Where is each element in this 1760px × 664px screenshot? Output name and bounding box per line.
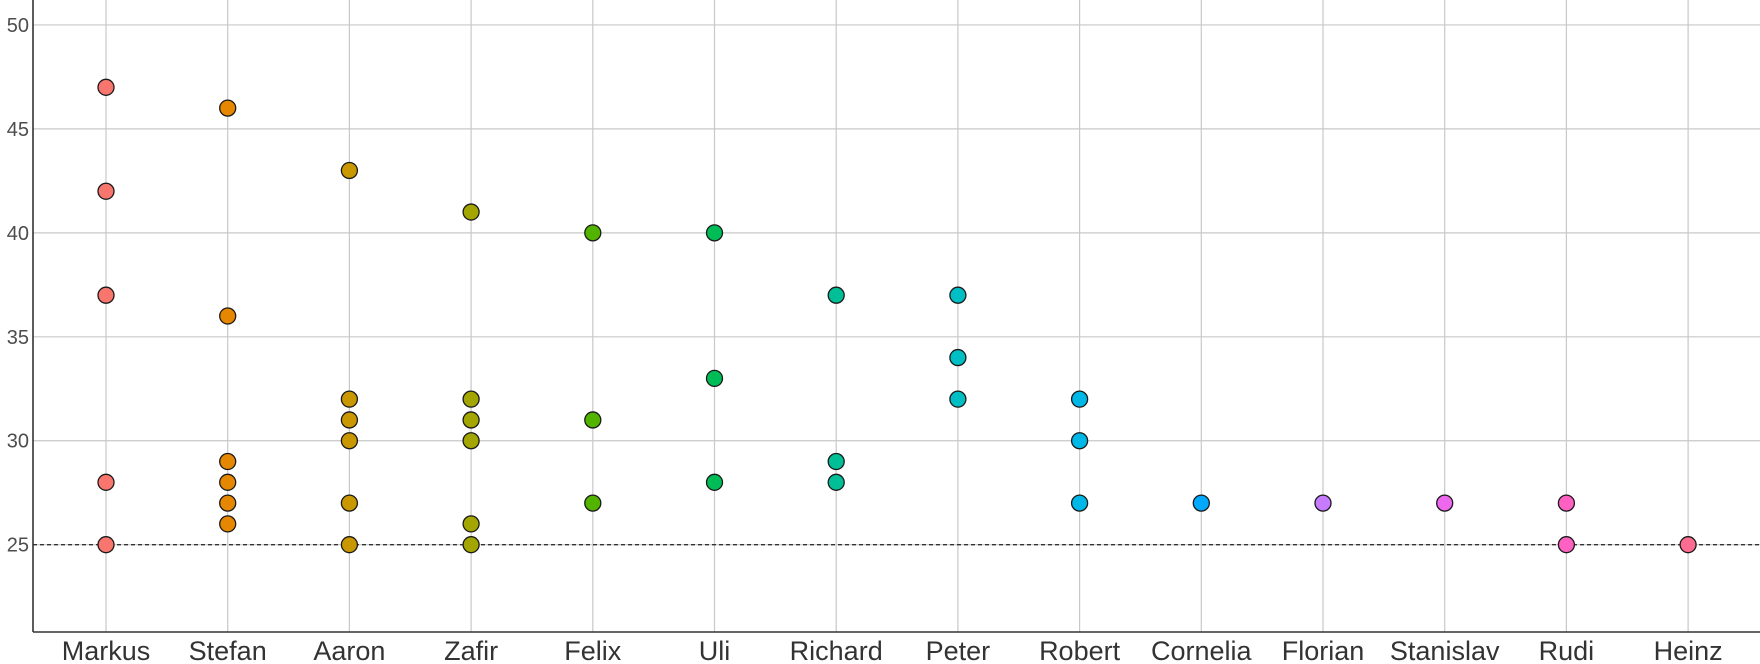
data-point [462, 536, 480, 554]
y-tick-labels: 25 30 35 40 45 50 [7, 15, 29, 557]
data-point [97, 473, 115, 491]
data-point [584, 411, 602, 429]
data-point [462, 203, 480, 221]
y-tick-label: 45 [7, 119, 29, 141]
data-point [219, 99, 237, 117]
data-point [219, 494, 237, 512]
data-point [1192, 494, 1210, 512]
data-point [219, 515, 237, 533]
data-point [949, 286, 967, 304]
data-point [705, 224, 724, 242]
data-point [1070, 432, 1089, 450]
data-point [584, 494, 602, 512]
x-tick-label: Peter [926, 636, 991, 664]
data-point [340, 411, 359, 429]
data-point [97, 286, 115, 304]
x-tick-label: Stanislav [1390, 636, 1500, 664]
data-point [340, 390, 359, 408]
y-tick-label: 35 [7, 327, 29, 349]
data-point [340, 432, 359, 450]
x-tick-label: Florian [1282, 636, 1365, 664]
y-gridlines [33, 24, 1760, 546]
data-point [1557, 536, 1576, 554]
y-tick-label: 50 [7, 15, 29, 37]
data-point [1314, 494, 1332, 512]
data-point [1070, 494, 1089, 512]
x-tick-label: Cornelia [1151, 636, 1253, 664]
data-point [219, 452, 237, 471]
x-tick-label: Rudi [1539, 636, 1595, 664]
x-tick-label: Robert [1039, 636, 1121, 664]
x-tick-labels: Markus Stefan Aaron Zafir Felix Uli Richard Pet… [62, 636, 1723, 664]
data-point [97, 182, 115, 200]
data-point [949, 348, 967, 367]
y-tick-label: 30 [7, 431, 29, 453]
data-point [462, 432, 480, 450]
data-point [462, 390, 480, 408]
data-point [949, 390, 967, 408]
data-points [97, 78, 1697, 554]
axes [32, 0, 1760, 633]
y-tick-label: 40 [7, 223, 29, 245]
data-point [219, 307, 237, 325]
data-point [827, 286, 845, 304]
data-point [1557, 494, 1576, 512]
data-point [340, 161, 359, 180]
data-point [1679, 536, 1697, 554]
x-tick-label: Felix [564, 636, 622, 664]
data-point [827, 452, 845, 471]
data-point [97, 78, 115, 96]
y-tick-label: 25 [7, 535, 29, 557]
x-tick-label: Stefan [189, 636, 267, 664]
x-tick-label: Aaron [313, 636, 385, 664]
data-point [705, 369, 724, 388]
data-point [462, 411, 480, 429]
x-tick-label: Markus [62, 636, 151, 664]
x-tick-label: Richard [790, 636, 883, 664]
data-point [827, 473, 845, 491]
data-point [219, 473, 237, 491]
x-tick-label: Uli [699, 636, 731, 664]
x-gridlines [105, 0, 1689, 632]
data-point [340, 536, 359, 554]
data-point [705, 473, 724, 491]
data-point [462, 515, 480, 533]
x-tick-label: Zafir [444, 636, 498, 664]
x-tick-label: Heinz [1654, 636, 1723, 664]
data-point [1070, 390, 1089, 408]
data-point [340, 494, 359, 512]
data-point [97, 536, 115, 554]
data-point [1436, 494, 1454, 512]
data-point [584, 224, 602, 242]
